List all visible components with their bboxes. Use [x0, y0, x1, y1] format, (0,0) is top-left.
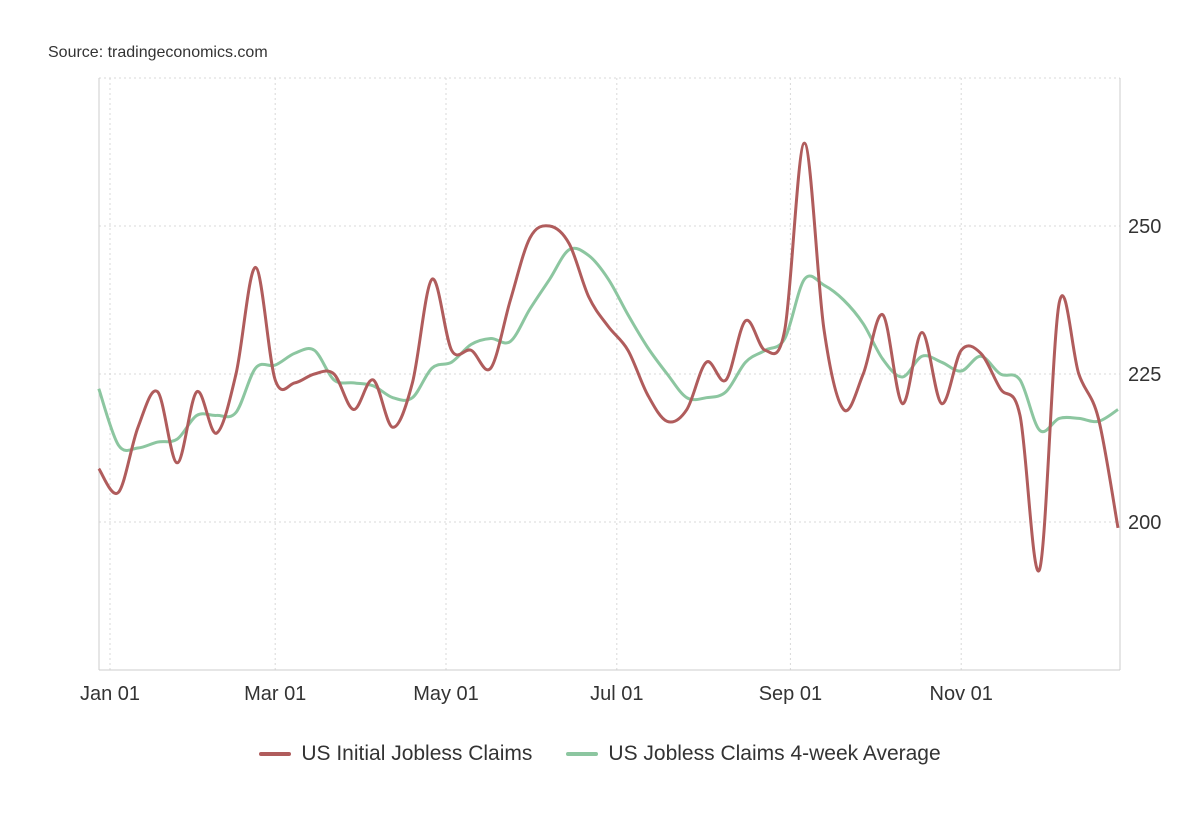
legend-swatch-initial [259, 752, 292, 756]
x-tick-label: Sep 01 [759, 683, 822, 705]
x-tick-label: May 01 [413, 683, 479, 705]
series-line-4week-average [97, 246, 1119, 452]
series-line-initial-claims [97, 141, 1120, 573]
x-tick-label: Jul 01 [590, 683, 643, 705]
legend-label: US Initial Jobless Claims [301, 742, 533, 765]
legend-item-initial-claims[interactable]: US Initial Jobless Claims [259, 742, 532, 766]
legend-item-4week-average[interactable]: US Jobless Claims 4-week Average [566, 742, 941, 766]
y-tick-label: 250 [1128, 216, 1161, 238]
x-tick-label: Nov 01 [930, 683, 993, 705]
x-tick-label: Jan 01 [80, 683, 140, 705]
y-tick-label: 225 [1128, 364, 1161, 386]
x-tick-label: Mar 01 [244, 683, 306, 705]
y-tick-label: 200 [1128, 512, 1161, 534]
legend: US Initial Jobless Claims US Jobless Cla… [0, 742, 1200, 766]
legend-swatch-average [566, 752, 599, 756]
source-label: Source: tradingeconomics.com [48, 44, 268, 61]
legend-label: US Jobless Claims 4-week Average [608, 742, 941, 765]
